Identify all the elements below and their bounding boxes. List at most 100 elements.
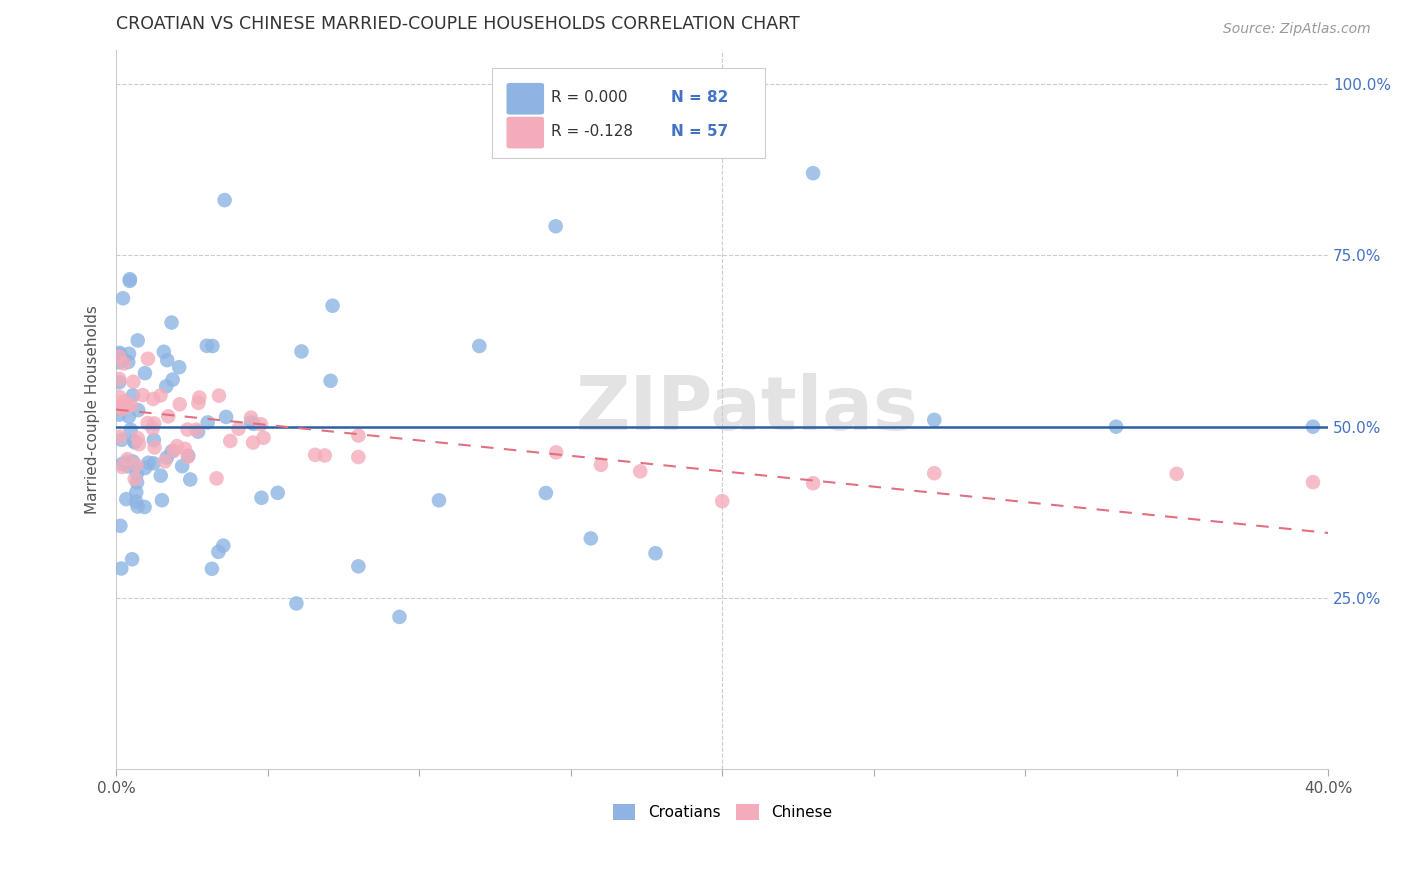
Point bbox=[628, 464, 651, 478]
Point bbox=[172, 459, 194, 474]
Point bbox=[160, 444, 183, 458]
Point bbox=[156, 353, 179, 368]
Point bbox=[250, 491, 273, 505]
Point bbox=[162, 373, 184, 387]
Point bbox=[111, 291, 134, 305]
Point bbox=[167, 360, 190, 375]
Point bbox=[110, 518, 132, 533]
Point bbox=[125, 458, 148, 472]
Point bbox=[108, 408, 131, 422]
Point bbox=[155, 379, 177, 393]
Point bbox=[176, 423, 198, 437]
Point bbox=[314, 449, 336, 463]
FancyBboxPatch shape bbox=[506, 83, 544, 114]
Point bbox=[122, 388, 145, 402]
Point bbox=[214, 193, 236, 207]
Point bbox=[546, 445, 568, 459]
Point bbox=[240, 410, 263, 425]
Point bbox=[127, 334, 149, 348]
Point bbox=[1302, 419, 1324, 434]
Point bbox=[125, 495, 148, 509]
Point bbox=[108, 372, 131, 386]
Point bbox=[212, 539, 235, 553]
Point bbox=[179, 473, 201, 487]
Point bbox=[922, 467, 945, 481]
Point bbox=[290, 344, 312, 359]
Text: CROATIAN VS CHINESE MARRIED-COUPLE HOUSEHOLDS CORRELATION CHART: CROATIAN VS CHINESE MARRIED-COUPLE HOUSE… bbox=[117, 15, 800, 33]
Point bbox=[112, 356, 135, 370]
Point bbox=[108, 350, 131, 364]
Point bbox=[124, 435, 146, 450]
Point bbox=[177, 450, 200, 464]
Point bbox=[201, 339, 224, 353]
Point bbox=[207, 545, 229, 559]
Point bbox=[112, 400, 135, 414]
Text: R = -0.128: R = -0.128 bbox=[551, 124, 633, 138]
Legend: Croatians, Chinese: Croatians, Chinese bbox=[606, 798, 838, 826]
Text: N = 82: N = 82 bbox=[671, 90, 728, 105]
Point bbox=[131, 388, 153, 402]
Point bbox=[169, 397, 191, 411]
Point bbox=[322, 299, 344, 313]
Point bbox=[125, 485, 148, 500]
FancyBboxPatch shape bbox=[492, 68, 765, 158]
Text: ZIPatlas: ZIPatlas bbox=[575, 373, 918, 446]
Point bbox=[112, 394, 135, 409]
Point bbox=[128, 437, 150, 451]
Point bbox=[579, 532, 602, 546]
Point bbox=[1105, 419, 1128, 434]
Point bbox=[149, 468, 172, 483]
Point bbox=[110, 561, 132, 575]
Point bbox=[108, 355, 131, 369]
Point bbox=[134, 366, 156, 380]
Point bbox=[240, 415, 263, 429]
Point bbox=[228, 422, 250, 436]
Point bbox=[121, 454, 143, 468]
Point bbox=[208, 389, 231, 403]
Point bbox=[267, 485, 290, 500]
Point bbox=[201, 562, 224, 576]
Text: R = 0.000: R = 0.000 bbox=[551, 90, 628, 105]
Point bbox=[112, 352, 135, 367]
Point bbox=[188, 391, 211, 405]
Point bbox=[127, 431, 149, 445]
Point bbox=[427, 493, 450, 508]
Point bbox=[219, 434, 242, 448]
Point bbox=[319, 374, 342, 388]
Point bbox=[187, 425, 209, 439]
Point bbox=[118, 409, 141, 424]
Point bbox=[111, 402, 134, 417]
Point bbox=[160, 316, 183, 330]
Point bbox=[215, 409, 238, 424]
Point bbox=[174, 442, 197, 456]
Point bbox=[136, 351, 159, 366]
Point bbox=[156, 450, 179, 465]
Point bbox=[118, 272, 141, 286]
Point bbox=[111, 457, 134, 471]
Point bbox=[150, 493, 173, 508]
Point bbox=[166, 439, 188, 453]
Point bbox=[177, 449, 200, 463]
Point bbox=[468, 339, 491, 353]
Point bbox=[111, 459, 134, 474]
Point bbox=[589, 458, 612, 472]
Point bbox=[108, 346, 131, 360]
Point bbox=[142, 421, 165, 435]
Point bbox=[250, 417, 273, 432]
Point bbox=[111, 433, 134, 447]
FancyBboxPatch shape bbox=[506, 117, 544, 148]
Point bbox=[122, 434, 145, 449]
Point bbox=[127, 403, 149, 417]
Point bbox=[125, 475, 148, 490]
Point bbox=[142, 392, 165, 406]
Text: Source: ZipAtlas.com: Source: ZipAtlas.com bbox=[1223, 22, 1371, 37]
Point bbox=[108, 429, 131, 443]
Point bbox=[152, 344, 174, 359]
Point bbox=[388, 610, 411, 624]
Text: N = 57: N = 57 bbox=[671, 124, 728, 138]
Point bbox=[143, 441, 166, 455]
Point bbox=[108, 348, 131, 362]
Point bbox=[121, 552, 143, 566]
Point bbox=[801, 166, 824, 180]
Point bbox=[108, 401, 131, 416]
